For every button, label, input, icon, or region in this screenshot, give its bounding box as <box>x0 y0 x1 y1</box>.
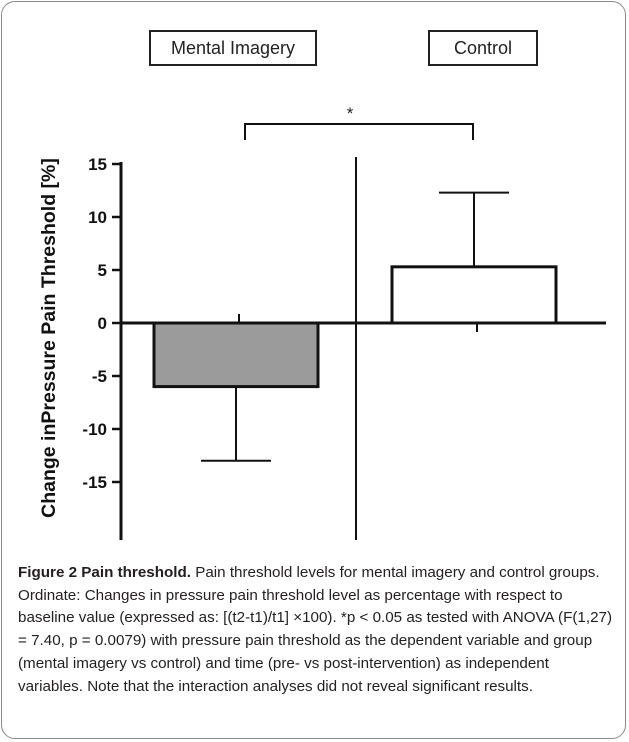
y-tick-label: 5 <box>98 261 107 280</box>
group-label-control: Control <box>428 30 538 66</box>
significance-marker: * <box>347 104 354 123</box>
bars <box>152 191 558 462</box>
y-tick-label: -5 <box>92 367 107 386</box>
significance-bracket-line <box>244 123 474 140</box>
caption-title: Figure 2 Pain threshold. <box>18 564 191 581</box>
group-label-mental-imagery: Mental Imagery <box>149 30 317 66</box>
y-tick-label: 15 <box>88 155 107 174</box>
y-axis-title: Change inPressure Pain Threshold [%] <box>38 158 60 518</box>
bar-mental-imagery <box>152 321 320 389</box>
bar-control <box>390 265 558 325</box>
significance-bracket: * <box>244 104 474 140</box>
y-tick-label: -15 <box>82 473 107 492</box>
y-tick-label: 0 <box>98 314 107 333</box>
y-tick-label: 10 <box>88 208 107 227</box>
bar-chart: Change inPressure Pain Threshold [%] 151… <box>38 104 606 540</box>
y-tick-label: -10 <box>82 420 107 439</box>
caption-text: Pain threshold levels for mental imagery… <box>18 564 613 695</box>
figure-caption: Figure 2 Pain threshold. Pain threshold … <box>18 562 614 698</box>
y-axis-ticks: 15 10 5 0 -5 -10 -15 <box>82 155 121 492</box>
